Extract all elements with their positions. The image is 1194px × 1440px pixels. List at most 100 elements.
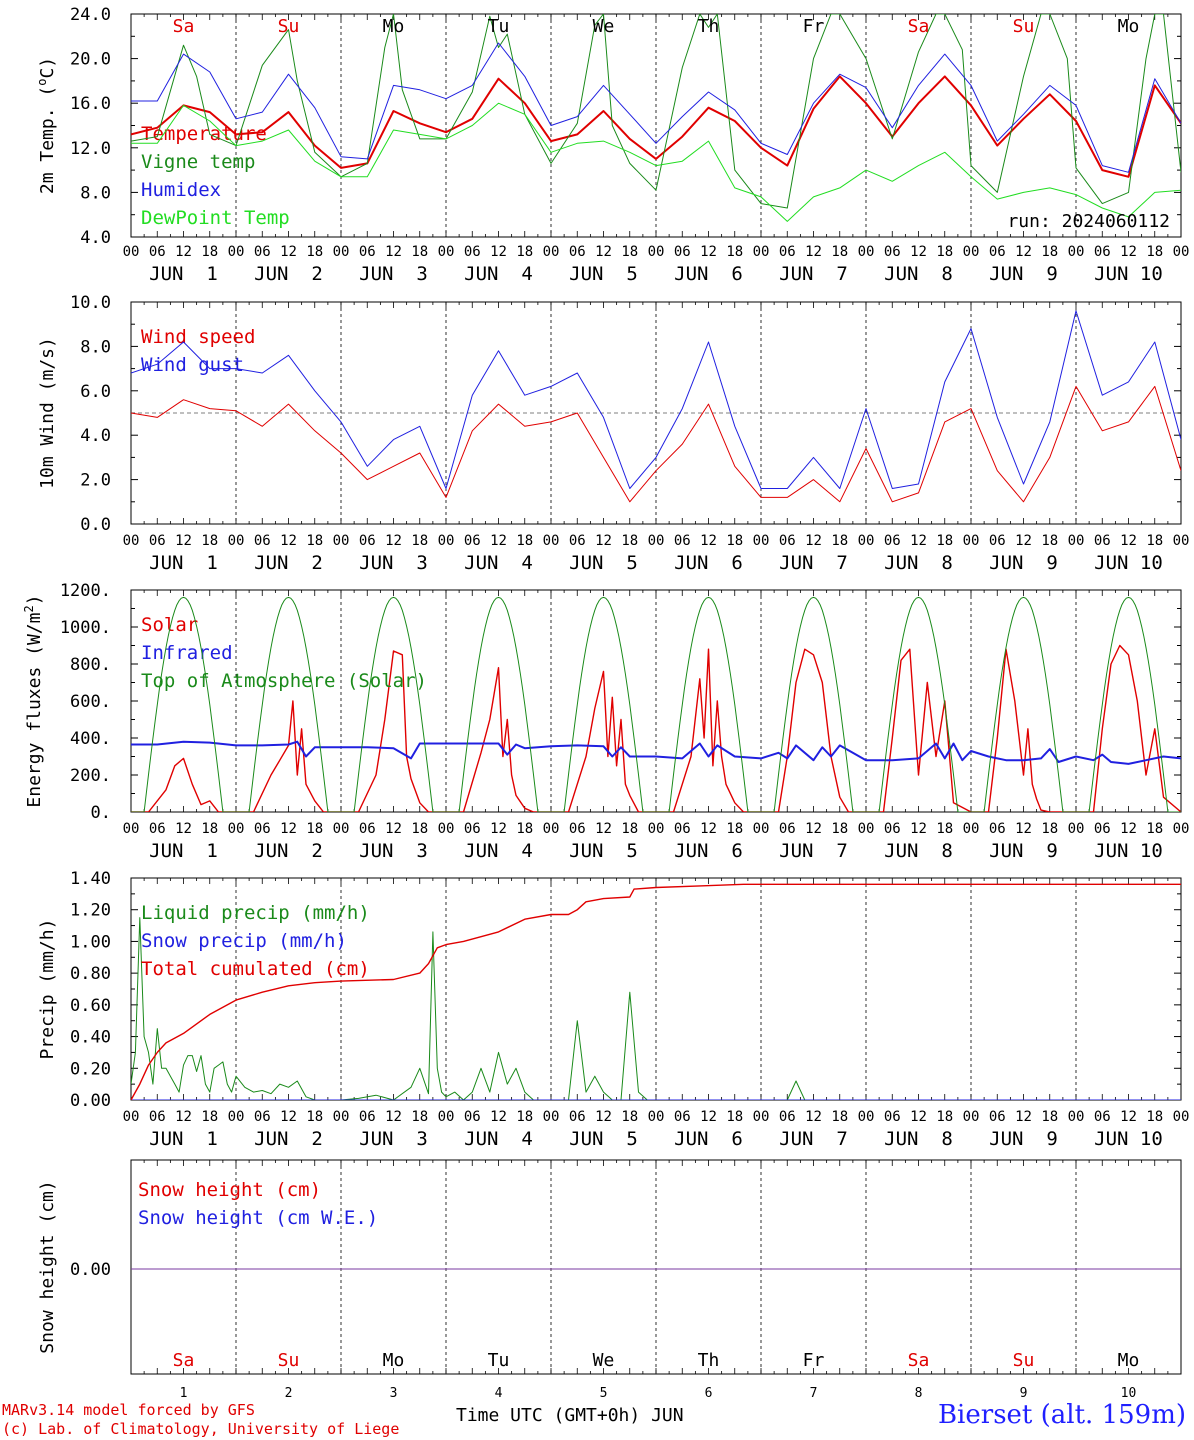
y-axis-label: 2m Temp. (oC) xyxy=(35,57,58,194)
day-number-label: 9 xyxy=(1020,1386,1028,1400)
weekday-label: Sa xyxy=(908,1350,930,1371)
hour-tick-label: 12 xyxy=(175,533,192,549)
weekday-label: Su xyxy=(1013,1350,1035,1371)
hour-tick-label: 00 xyxy=(1173,244,1190,260)
panel-5: 0.00 Snow height (cm) Snow height (cm) Snow… xyxy=(37,1159,1182,1400)
hour-tick-label: 00 xyxy=(333,821,350,837)
hour-tick-label: 00 xyxy=(123,533,140,549)
y-tick-label: 0.0 xyxy=(80,515,111,535)
hour-tick-label: 06 xyxy=(1094,821,1111,837)
hour-tick-label: 12 xyxy=(280,244,297,260)
date-label: JUN 7 xyxy=(779,552,848,574)
date-label: JUN 8 xyxy=(884,1128,953,1150)
hour-tick-label: 00 xyxy=(438,1109,455,1125)
date-label: JUN 5 xyxy=(569,263,638,285)
hour-tick-label: 12 xyxy=(1120,821,1137,837)
y-tick-label: 6.0 xyxy=(80,382,111,402)
y-tick-label: 24.0 xyxy=(70,5,111,25)
hour-tick-label: 00 xyxy=(963,533,980,549)
hour-tick-label: 12 xyxy=(595,244,612,260)
hour-tick-label: 12 xyxy=(175,821,192,837)
panel-1: 4.0 8.0 12.0 16.0 20.0 24.0 2m Temp. (oC) Tempe… xyxy=(35,5,1189,285)
hour-tick-label: 12 xyxy=(490,244,507,260)
date-label: JUN 5 xyxy=(569,840,638,862)
date-label: JUN 9 xyxy=(989,552,1058,574)
date-label: JUN 2 xyxy=(254,840,323,862)
date-label: JUN 2 xyxy=(254,552,323,574)
weekday-label: We xyxy=(593,16,615,37)
hour-tick-label: 12 xyxy=(700,244,717,260)
hour-tick-label: 00 xyxy=(753,244,770,260)
hour-tick-label: 18 xyxy=(411,821,428,837)
series-line-solar xyxy=(131,644,1181,812)
hour-tick-label: 12 xyxy=(805,1109,822,1125)
hour-tick-label: 00 xyxy=(1068,1109,1085,1125)
hour-tick-label: 06 xyxy=(359,244,376,260)
hour-tick-label: 06 xyxy=(254,244,271,260)
hour-tick-label: 06 xyxy=(674,1109,691,1125)
hour-tick-label: 00 xyxy=(1068,244,1085,260)
date-label: JUN 8 xyxy=(884,263,953,285)
hour-tick-label: 12 xyxy=(490,533,507,549)
credit-line-2: (c) Lab. of Climatology, University of L… xyxy=(2,1420,400,1438)
hour-tick-label: 00 xyxy=(1173,821,1190,837)
time-axis-label: Time UTC (GMT+0h) JUN xyxy=(456,1405,684,1426)
hour-tick-label: 12 xyxy=(805,533,822,549)
date-label: JUN 1 xyxy=(149,840,218,862)
hour-tick-label: 18 xyxy=(516,244,533,260)
hour-tick-label: 18 xyxy=(1146,1109,1163,1125)
y-tick-label: 1200. xyxy=(60,581,111,601)
day-number-label: 6 xyxy=(705,1386,713,1400)
legend-label: DewPoint Temp xyxy=(141,207,290,229)
date-label: JUN 2 xyxy=(254,1128,323,1150)
series-line-temperature xyxy=(131,75,1181,178)
hour-tick-label: 12 xyxy=(490,821,507,837)
hour-tick-label: 00 xyxy=(333,1109,350,1125)
hour-tick-label: 18 xyxy=(936,821,953,837)
hour-tick-label: 06 xyxy=(149,1109,166,1125)
hour-tick-label: 18 xyxy=(306,533,323,549)
hour-tick-label: 18 xyxy=(411,533,428,549)
meteogram: 4.08.012.016.020.024.02m Temp. (oC)Tempe… xyxy=(22,5,1190,1400)
series-line-vigne-temp xyxy=(131,14,1181,209)
day-number-label: 2 xyxy=(285,1386,293,1400)
legend-label: Humidex xyxy=(141,179,221,201)
hour-tick-label: 06 xyxy=(884,1109,901,1125)
weekday-label: Sa xyxy=(173,1350,195,1371)
hour-tick-label: 06 xyxy=(674,533,691,549)
hour-tick-label: 00 xyxy=(963,1109,980,1125)
hour-tick-label: 06 xyxy=(254,533,271,549)
date-label: JUN 7 xyxy=(779,1128,848,1150)
hour-tick-label: 12 xyxy=(1120,1109,1137,1125)
hour-tick-label: 18 xyxy=(201,1109,218,1125)
hour-tick-label: 18 xyxy=(516,821,533,837)
hour-tick-label: 06 xyxy=(569,533,586,549)
series-line-humidex xyxy=(131,42,1181,173)
hour-tick-label: 18 xyxy=(1041,1109,1058,1125)
hour-tick-label: 00 xyxy=(228,533,245,549)
legend-label: Snow precip (mm/h) xyxy=(141,930,347,952)
date-label: JUN 4 xyxy=(464,1128,533,1150)
legend-label: Wind gust xyxy=(141,354,244,376)
hour-tick-label: 18 xyxy=(831,244,848,260)
hour-tick-label: 12 xyxy=(700,821,717,837)
weekday-label: Th xyxy=(698,1350,720,1371)
legend-label: Snow height (cm) xyxy=(138,1179,321,1201)
day-number-label: 5 xyxy=(600,1386,608,1400)
weekday-label: Mo xyxy=(1118,16,1140,37)
hour-tick-label: 06 xyxy=(359,1109,376,1125)
hour-tick-label: 00 xyxy=(858,1109,875,1125)
date-label: JUN 1 xyxy=(149,263,218,285)
y-tick-label: 1.20 xyxy=(70,901,111,921)
hour-tick-label: 18 xyxy=(621,821,638,837)
y-axis-label: Precip (mm/h) xyxy=(37,919,58,1060)
hour-tick-label: 12 xyxy=(280,821,297,837)
weekday-label: Sa xyxy=(908,16,930,37)
hour-tick-label: 18 xyxy=(411,244,428,260)
hour-tick-label: 06 xyxy=(989,1109,1006,1125)
y-tick-label: 16.0 xyxy=(70,94,111,114)
legend-label: Snow height (cm W.E.) xyxy=(138,1207,378,1229)
hour-tick-label: 06 xyxy=(464,1109,481,1125)
hour-tick-label: 06 xyxy=(149,533,166,549)
legend-label: Solar xyxy=(141,614,198,636)
